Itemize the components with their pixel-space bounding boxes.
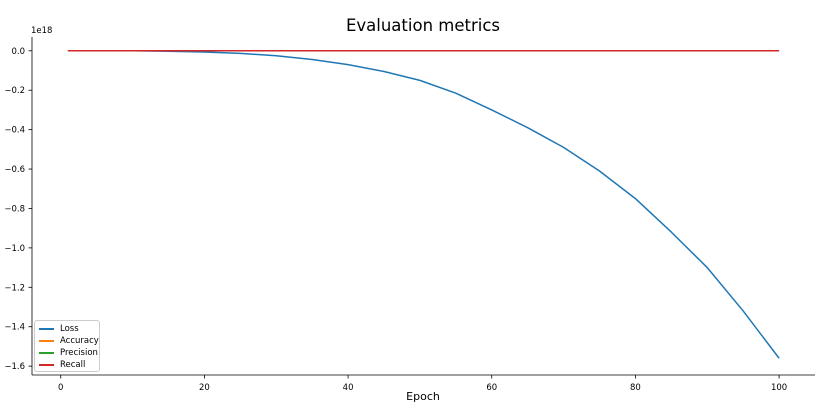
y-ticks: 0.0 −0.2 −0.4 −0.6 −0.8 −1.0 −1.2 −1.4 −1.6 [4, 47, 32, 372]
x-tick-label: 0 [58, 383, 63, 393]
y-tick-label: −1.4 [4, 323, 25, 333]
series-line-loss [67, 50, 780, 359]
legend-item-loss: Loss [39, 323, 79, 334]
y-tick-label: −0.6 [4, 165, 25, 175]
legend-item-precision: Precision [39, 347, 98, 358]
y-tick-label: −1.0 [4, 244, 25, 254]
legend-label-accuracy: Accuracy [60, 335, 99, 346]
chart-title: Evaluation metrics [346, 16, 500, 35]
legend-swatch-accuracy [39, 339, 54, 342]
series-lines [67, 50, 780, 359]
x-tick-label: 40 [343, 383, 354, 393]
legend-item-accuracy: Accuracy [39, 335, 99, 346]
x-tick-label: 80 [630, 383, 641, 393]
legend-label-precision: Precision [60, 347, 98, 358]
legend-swatch-loss [39, 327, 54, 330]
y-tick-label: −1.2 [4, 283, 25, 293]
legend-label-loss: Loss [60, 323, 79, 334]
x-tick-label: 100 [771, 383, 787, 393]
x-axis-label: Epoch [406, 390, 440, 403]
y-tick-label: −1.6 [4, 362, 25, 372]
legend: Loss Accuracy Precision Recall [34, 320, 100, 372]
legend-label-recall: Recall [60, 359, 86, 370]
x-ticks: 0 20 40 60 80 100 [58, 375, 787, 393]
y-tick-label: −0.4 [4, 126, 25, 136]
x-tick-label: 20 [199, 383, 210, 393]
y-tick-label: 0.0 [11, 47, 25, 57]
x-tick-label: 60 [486, 383, 497, 393]
legend-swatch-precision [39, 351, 54, 354]
y-tick-label: −0.2 [4, 86, 25, 96]
legend-swatch-recall [39, 363, 54, 366]
legend-item-recall: Recall [39, 359, 85, 370]
y-offset-label: 1e18 [31, 26, 52, 36]
y-tick-label: −0.8 [4, 204, 25, 214]
